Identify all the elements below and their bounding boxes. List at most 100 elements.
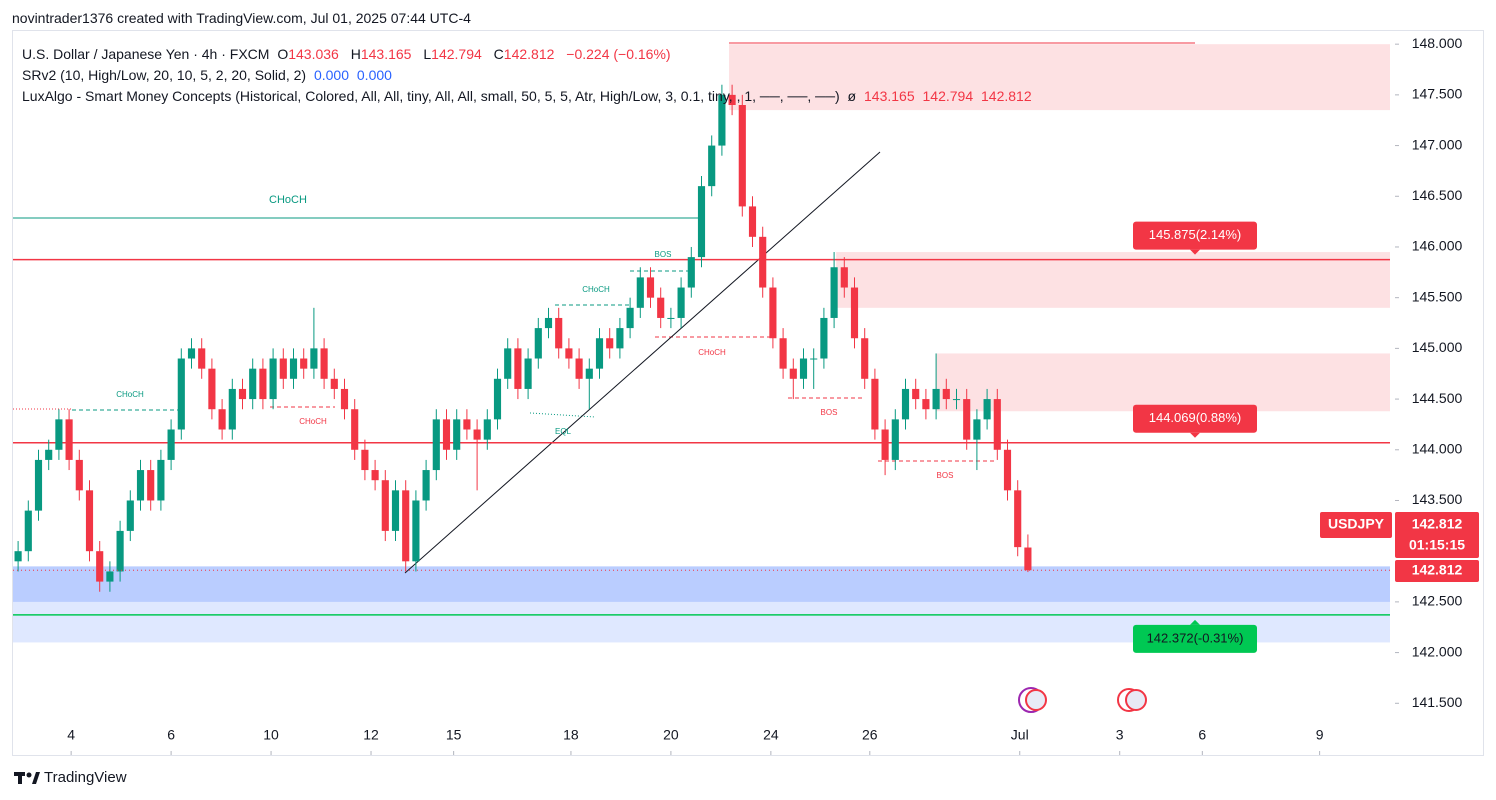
event-icons <box>1018 687 1147 713</box>
candle-body <box>738 105 746 207</box>
candle-body <box>728 94 736 106</box>
event-icon[interactable] <box>1025 689 1047 711</box>
candle-body <box>636 277 644 308</box>
candle-body <box>657 297 665 318</box>
candle-body <box>371 470 379 481</box>
candle-body <box>646 277 655 298</box>
x-tick-label: 6 <box>167 727 175 743</box>
x-tick-label: 10 <box>263 727 279 743</box>
ohlc: L142.794 <box>423 46 485 62</box>
candle-body <box>1024 547 1032 571</box>
candle-body <box>136 470 145 501</box>
candle-body <box>534 328 542 359</box>
candle-body <box>340 388 349 410</box>
indicator: LuxAlgo - Smart Money Concepts (Historic… <box>22 88 840 104</box>
logo: TradingView <box>14 769 127 786</box>
ohlc-key: H <box>350 46 361 62</box>
ohlc: H143.165 <box>351 46 416 62</box>
event-icon[interactable] <box>1125 689 1147 711</box>
candle-body <box>810 358 818 360</box>
y-tick-label: 144.000 <box>1412 440 1463 456</box>
level-label-pointer <box>1190 249 1200 255</box>
candle-body <box>912 388 920 400</box>
candle-body <box>55 419 63 450</box>
symbol: U.S. Dollar / Japanese Yen · 4h · FXCM <box>22 46 270 62</box>
smc-label: CHoCH <box>269 194 307 206</box>
candle-body <box>75 459 83 491</box>
x-tick-label: 4 <box>67 727 75 743</box>
logo-icon <box>14 771 40 784</box>
smc-label: CHoCH <box>299 417 327 426</box>
trend-line <box>404 151 881 574</box>
candle-body <box>442 419 451 450</box>
candle-body <box>300 358 308 369</box>
candle-body <box>881 429 889 460</box>
candle-body <box>473 429 481 440</box>
ohlc-key: C <box>493 46 504 62</box>
y-tick-label: 146.500 <box>1412 187 1463 203</box>
y-tick-label: 143.500 <box>1412 491 1463 507</box>
countdown: 01:15:15 <box>1409 537 1465 553</box>
y-tick-label: 146.000 <box>1412 238 1463 254</box>
indicator-symbol: ø <box>847 88 857 104</box>
candle-body <box>187 348 196 359</box>
candle-body <box>249 368 257 400</box>
candle-body <box>412 500 420 562</box>
candle-body <box>861 338 869 379</box>
candle-body <box>402 490 410 562</box>
candle-body <box>993 399 1001 450</box>
candle-body <box>351 409 359 450</box>
candle-body <box>238 388 247 400</box>
candle-body <box>24 510 32 552</box>
level-label-box <box>1133 221 1257 250</box>
zone <box>13 566 1390 602</box>
candle-body <box>514 348 522 389</box>
candle-body <box>677 287 685 318</box>
candle-body <box>463 419 471 430</box>
smc-label: CHoCH <box>116 390 144 399</box>
candle-body <box>667 317 675 319</box>
indicator-value: 0.000 <box>356 67 392 83</box>
candle-body <box>942 388 950 400</box>
legend: U.S. Dollar / Japanese Yen · 4h · FXCM O… <box>22 44 1036 107</box>
ohlc-key: O <box>277 46 289 62</box>
x-tick-label: 15 <box>446 727 462 743</box>
ohlc: C142.812 <box>494 46 559 62</box>
candle-body <box>983 399 991 420</box>
candle-body <box>820 317 828 359</box>
eql-line <box>529 412 596 418</box>
ohlc-value: 142.794 <box>431 46 482 62</box>
candle-body <box>157 459 165 501</box>
candle-body <box>218 409 226 430</box>
x-tick-label: 20 <box>663 727 679 743</box>
ohlc-value: 143.165 <box>360 46 412 62</box>
x-tick-label: 12 <box>363 727 379 743</box>
candle-body <box>208 368 216 410</box>
price-tag <box>1395 512 1479 558</box>
candle-body <box>932 388 940 410</box>
candle-body <box>830 267 838 318</box>
y-tick-label: 147.500 <box>1412 86 1463 102</box>
candle-body <box>391 490 400 531</box>
candle-body <box>595 338 604 369</box>
candle-body <box>779 338 787 369</box>
change: −0.224 (−0.16%) <box>566 46 671 62</box>
y-tick-label: 145.500 <box>1412 288 1463 304</box>
y-tick-label: 141.500 <box>1412 694 1463 710</box>
level-label-pointer <box>1190 619 1200 625</box>
candle-body <box>126 500 134 531</box>
candle-body <box>687 257 695 288</box>
indicator-value: 142.812 <box>981 88 1032 104</box>
legend-row: U.S. Dollar / Japanese Yen · 4h · FXCM O… <box>22 44 1036 65</box>
indicator-value: 143.165 <box>864 88 915 104</box>
y-tick-label: 148.000 <box>1412 35 1463 51</box>
y-tick-label: 145.000 <box>1412 339 1463 355</box>
y-tick-label: 142.000 <box>1412 643 1463 659</box>
candle-body <box>381 480 389 531</box>
candle-body <box>697 186 706 258</box>
candle-body <box>106 571 114 582</box>
candle-body <box>524 358 532 389</box>
candle-body <box>922 399 930 410</box>
candle-body <box>483 419 491 440</box>
